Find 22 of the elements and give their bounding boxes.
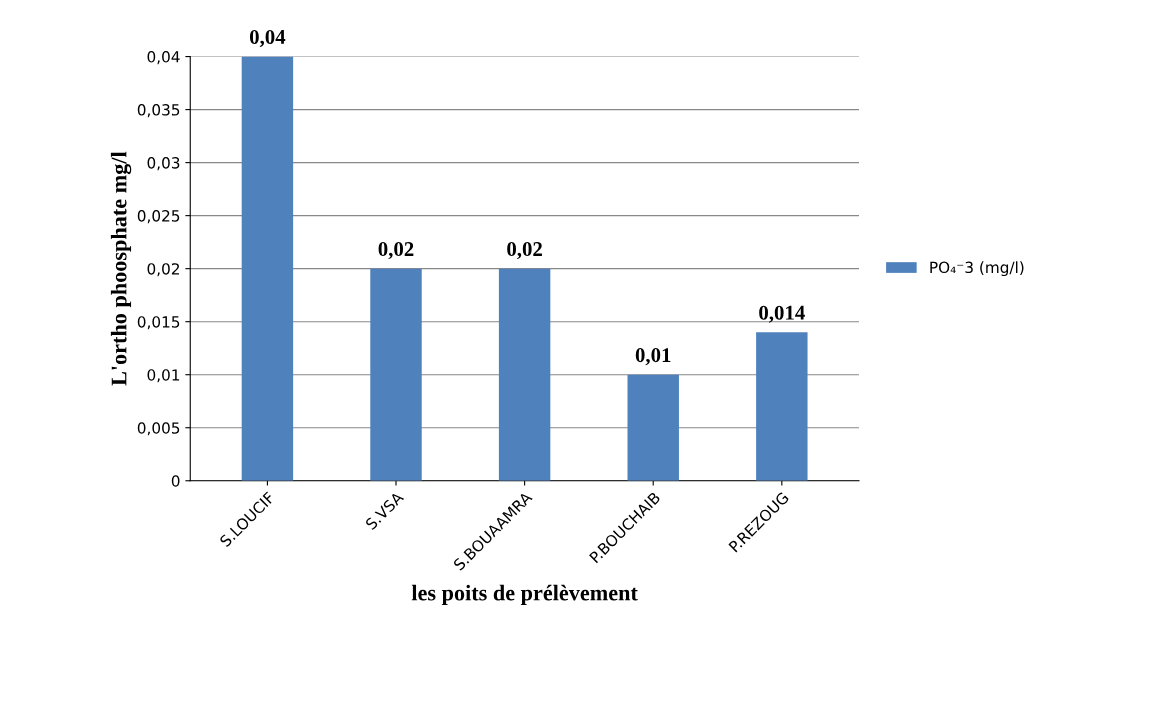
bar	[756, 332, 808, 481]
bar	[498, 268, 551, 481]
bar	[627, 374, 679, 481]
y-axis-title: L'ortho phoosphate mg/l	[110, 151, 132, 386]
data-label: 0,04	[249, 29, 286, 48]
y-tick-label: 0,03	[147, 157, 180, 171]
y-tick-label: 0,025	[137, 210, 180, 224]
bar	[370, 268, 422, 481]
x-axis-title: les poits de prélèvement	[411, 584, 638, 606]
data-label: 0,02	[507, 242, 542, 260]
y-tick-label: 0,005	[137, 422, 180, 436]
data-label: 0,014	[759, 305, 805, 323]
bar	[241, 56, 294, 481]
y-tick-label: 0,015	[137, 316, 180, 330]
y-tick-label: 0,04	[147, 51, 180, 65]
legend-label: PO₄⁻3 (mg/l)	[930, 261, 1024, 277]
y-tick-label: 0,035	[137, 104, 180, 118]
data-label: 0,02	[378, 242, 414, 260]
y-tick-label: 0,01	[147, 369, 180, 383]
data-label: 0,01	[635, 348, 671, 366]
y-tick-label: 0	[171, 475, 180, 487]
y-tick-label: 0,02	[147, 263, 179, 277]
